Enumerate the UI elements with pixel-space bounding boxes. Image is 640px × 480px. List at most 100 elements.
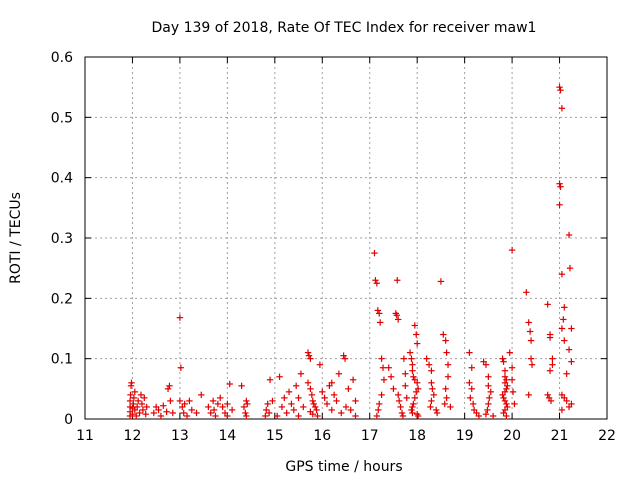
data-point xyxy=(503,385,510,393)
data-point xyxy=(276,373,283,380)
data-point xyxy=(440,331,447,338)
data-point xyxy=(409,367,416,374)
data-point xyxy=(428,367,435,374)
data-point xyxy=(278,403,286,411)
data-point xyxy=(563,370,570,377)
data-point xyxy=(411,394,419,402)
data-point xyxy=(527,337,535,344)
data-point xyxy=(177,364,185,371)
data-point xyxy=(399,412,407,420)
data-point xyxy=(130,400,137,408)
data-point xyxy=(546,367,554,374)
data-point xyxy=(482,410,490,418)
data-point xyxy=(501,367,509,374)
data-point xyxy=(385,364,392,371)
data-point xyxy=(489,412,497,420)
data-point xyxy=(485,400,492,408)
data-point xyxy=(556,201,563,209)
data-point xyxy=(304,379,312,386)
data-point xyxy=(549,361,556,368)
data-point xyxy=(427,403,434,411)
data-point xyxy=(128,379,135,386)
data-point xyxy=(263,406,270,414)
data-point xyxy=(565,403,573,411)
data-point xyxy=(224,412,231,420)
data-point xyxy=(500,358,507,365)
data-point xyxy=(376,319,384,326)
data-point xyxy=(509,388,517,396)
data-point xyxy=(444,373,452,380)
data-point xyxy=(447,403,454,411)
data-point xyxy=(442,385,449,393)
data-point xyxy=(330,391,338,399)
data-point xyxy=(243,397,250,405)
data-point xyxy=(503,376,510,383)
data-point xyxy=(378,355,385,362)
data-point xyxy=(558,406,566,414)
data-point xyxy=(425,361,433,368)
data-point xyxy=(410,373,417,380)
x-tick-label: 14 xyxy=(218,428,236,444)
data-point xyxy=(307,355,314,362)
data-point xyxy=(136,409,143,417)
data-point xyxy=(347,406,354,414)
data-point xyxy=(487,388,494,396)
data-point xyxy=(374,307,381,314)
data-point xyxy=(160,402,167,409)
data-point xyxy=(281,394,288,402)
data-point xyxy=(180,409,187,417)
data-point xyxy=(500,409,507,417)
data-point xyxy=(307,385,314,393)
data-point xyxy=(544,391,551,399)
data-point xyxy=(508,246,516,254)
data-point xyxy=(342,403,350,411)
data-point xyxy=(526,328,534,335)
data-point xyxy=(183,412,191,420)
data-point xyxy=(566,264,574,272)
data-point xyxy=(525,391,532,399)
data-point xyxy=(565,231,573,239)
data-point xyxy=(262,412,269,420)
data-point xyxy=(288,400,295,408)
data-point xyxy=(269,397,276,405)
data-point xyxy=(558,105,566,112)
data-point xyxy=(376,400,383,408)
data-point xyxy=(432,406,440,414)
data-point xyxy=(319,388,326,396)
data-point xyxy=(557,86,564,94)
data-point xyxy=(305,352,313,359)
y-axis-label: ROTI / TECUs xyxy=(8,192,24,284)
data-point xyxy=(523,289,530,296)
x-tick-label: 18 xyxy=(408,428,426,444)
y-tick-label: 0.4 xyxy=(51,171,73,187)
data-point xyxy=(212,412,219,420)
data-point xyxy=(485,373,492,380)
grid xyxy=(85,57,607,419)
data-point xyxy=(137,391,145,399)
data-point xyxy=(139,406,147,414)
data-point xyxy=(143,403,150,411)
data-point xyxy=(335,370,343,377)
data-point xyxy=(410,400,417,408)
data-point xyxy=(408,406,415,414)
data-point xyxy=(379,364,387,371)
x-tick-label: 17 xyxy=(361,428,379,444)
data-point xyxy=(423,355,430,362)
x-tick-label: 19 xyxy=(456,428,474,444)
data-point xyxy=(398,409,406,417)
data-point xyxy=(243,412,250,420)
data-point xyxy=(316,361,324,368)
data-point xyxy=(131,388,139,396)
x-tick-label: 13 xyxy=(171,428,189,444)
data-point xyxy=(380,376,388,383)
data-point xyxy=(546,334,554,341)
data-point xyxy=(433,409,441,417)
data-point xyxy=(501,406,509,414)
data-point xyxy=(375,406,382,414)
data-point xyxy=(468,385,475,393)
data-point xyxy=(409,361,416,368)
data-point xyxy=(414,412,422,420)
data-point xyxy=(443,349,450,356)
data-point xyxy=(441,400,448,408)
